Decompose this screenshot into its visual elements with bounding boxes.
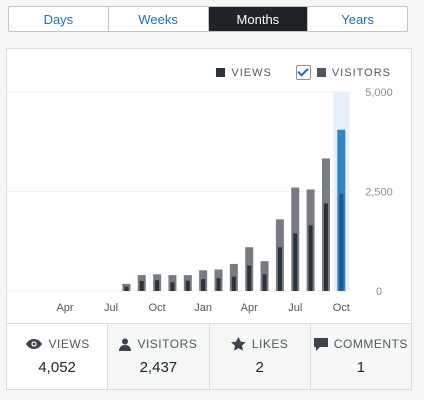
y-tick-label: 2,500	[365, 187, 393, 199]
visitors-checkbox[interactable]	[295, 65, 311, 80]
comment-icon	[313, 337, 328, 351]
stat-views-value: 4,052	[38, 359, 76, 376]
stat-comments-label-row: COMMENTS	[313, 337, 408, 351]
visitors-bar	[185, 280, 190, 291]
stat-likes-label-row: LIKES	[230, 337, 289, 351]
visitors-bar	[262, 274, 267, 291]
tab-months[interactable]: Months	[208, 7, 309, 31]
period-tabs: Days Weeks Months Years	[8, 6, 408, 32]
visitors-bar	[124, 286, 129, 291]
tab-weeks[interactable]: Weeks	[109, 7, 209, 31]
visitors-bar	[231, 276, 236, 291]
legend-visitors[interactable]: VISITORS	[295, 65, 391, 80]
x-tick-label: Jan	[194, 302, 212, 314]
visitors-bar	[308, 225, 313, 291]
y-tick-label: 0	[376, 286, 382, 298]
stat-views[interactable]: VIEWS 4,052	[7, 324, 109, 389]
stat-views-label-row: VIEWS	[25, 337, 90, 351]
visitors-bar	[247, 265, 252, 291]
tab-days[interactable]: Days	[9, 7, 109, 31]
eye-icon	[25, 339, 42, 349]
x-tick-label: Jul	[104, 302, 118, 314]
stat-comments-label: COMMENTS	[333, 337, 408, 351]
star-icon	[230, 337, 246, 351]
stat-likes-value: 2	[255, 359, 264, 376]
stat-visitors-label-row: VISITORS	[119, 337, 197, 351]
x-tick-label: Jul	[288, 302, 302, 314]
views-chart: 5,000 2,500 0 Apr Jul Oct Jan Apr Jul Oct	[7, 87, 393, 314]
x-tick-label: Oct	[333, 302, 350, 314]
stat-views-label: VIEWS	[48, 337, 90, 351]
visitors-bar	[201, 279, 206, 291]
visitors-bar	[155, 280, 160, 291]
y-tick-label: 5,000	[365, 87, 393, 99]
stat-visitors-label: VISITORS	[137, 337, 198, 351]
visitors-swatch-icon	[316, 68, 326, 77]
legend-views-label: VIEWS	[231, 66, 272, 79]
legend-visitors-label: VISITORS	[331, 66, 391, 79]
visitors-bar	[216, 278, 221, 291]
visitors-bar	[139, 281, 144, 291]
stat-likes-label: LIKES	[251, 337, 289, 351]
stat-visitors-value: 2,437	[139, 359, 178, 376]
visitors-bar	[277, 247, 282, 291]
views-swatch-icon	[216, 68, 226, 77]
x-tick-label: Apr	[241, 302, 258, 314]
stat-comments-value: 1	[356, 359, 366, 376]
x-tick-label: Oct	[149, 302, 166, 314]
x-tick-label: Apr	[56, 302, 73, 314]
visitors-bar	[339, 194, 344, 291]
chart-legend: VIEWS VISITORS	[192, 65, 391, 80]
stats-card: 5,000 2,500 0 Apr Jul Oct Jan Apr Jul Oct VIEWS V…	[6, 48, 412, 390]
stat-comments[interactable]: COMMENTS 1	[310, 324, 411, 389]
stat-likes[interactable]: LIKES 2	[209, 324, 311, 389]
visitors-bar	[293, 233, 298, 291]
stats-summary: VIEWS 4,052 VISITORS 2,437 LIKES 2	[7, 323, 411, 389]
stat-visitors[interactable]: VISITORS 2,437	[108, 324, 210, 389]
visitors-bar	[170, 282, 175, 291]
visitors-bar	[323, 203, 328, 291]
person-icon	[119, 338, 132, 351]
legend-views: VIEWS	[216, 67, 271, 79]
tab-years[interactable]: Years	[341, 11, 375, 27]
